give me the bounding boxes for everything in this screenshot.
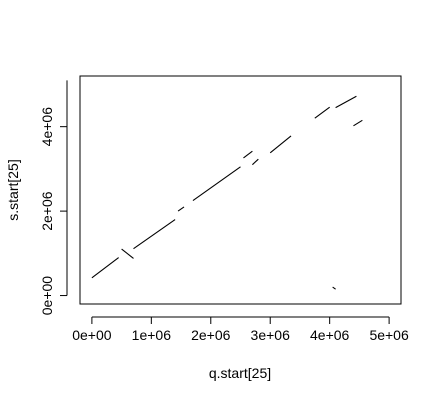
x-tick-label: 4e+06	[310, 327, 350, 343]
alignment-segment	[252, 158, 259, 166]
alignment-segment	[121, 248, 134, 259]
y-tick-label: 0e+00	[39, 276, 55, 316]
alignment-segment	[133, 219, 176, 250]
y-axis-label: s.start[25]	[5, 159, 21, 220]
y-axis: 0e+00 2e+06 4e+06	[39, 80, 68, 316]
alignment-segment	[91, 257, 119, 279]
x-tick-label: 3e+06	[251, 327, 291, 343]
y-tick-label: 4e+06	[39, 107, 55, 147]
alignment-segment	[335, 95, 357, 109]
x-axis-label: q.start[25]	[209, 365, 271, 381]
x-tick-label: 2e+06	[191, 327, 231, 343]
x-tick-label: 0e+00	[72, 327, 112, 343]
x-axis: 0e+00 1e+06 2e+06 3e+06 4e+06 5e+06	[72, 316, 409, 343]
x-tick-label: 1e+06	[132, 327, 172, 343]
alignment-segment	[353, 119, 363, 127]
alignment-segment	[243, 150, 253, 159]
x-tick-label: 5e+06	[369, 327, 409, 343]
alignment-segment	[192, 166, 241, 202]
alignment-segments	[91, 95, 363, 290]
plot-frame	[79, 75, 402, 305]
alignment-segment	[177, 206, 185, 212]
alignment-segment	[314, 106, 330, 119]
y-tick-label: 2e+06	[39, 191, 55, 231]
alignment-segment	[332, 286, 336, 290]
alignment-segment	[269, 135, 292, 154]
